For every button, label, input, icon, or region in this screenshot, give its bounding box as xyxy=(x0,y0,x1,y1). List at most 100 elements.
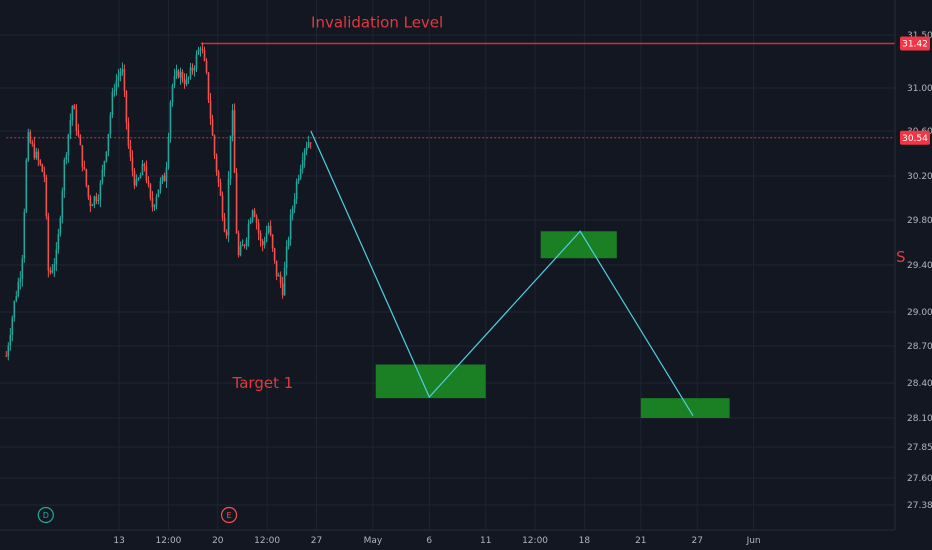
x-tick-label: 11 xyxy=(480,536,491,546)
candle-body xyxy=(105,151,108,162)
candle-body xyxy=(11,317,14,336)
candle-body xyxy=(301,160,304,169)
candle-body xyxy=(245,239,248,247)
annotation-text: Invalidation Level xyxy=(311,13,443,31)
candle-body xyxy=(81,145,84,168)
candle-body xyxy=(215,155,218,172)
candle-body xyxy=(121,69,124,72)
candle-body xyxy=(223,217,226,232)
x-tick-label: 12:00 xyxy=(254,536,280,546)
candle-body xyxy=(157,189,160,197)
candle-body xyxy=(5,355,8,357)
candle-body xyxy=(211,118,214,136)
candle-body xyxy=(229,135,232,179)
candle-body xyxy=(305,147,308,151)
candle-body xyxy=(247,223,250,240)
candle-body xyxy=(183,80,186,85)
y-tick-label: 29.40 xyxy=(907,261,932,271)
candle-body xyxy=(217,171,220,183)
candle-body xyxy=(15,296,18,302)
candle-body xyxy=(237,233,240,256)
candle-body xyxy=(297,178,300,182)
candle-body xyxy=(149,184,152,198)
y-tick-label: 27.38 xyxy=(907,501,932,511)
candle-body xyxy=(45,177,48,217)
target-zones xyxy=(375,231,730,418)
annotations: Invalidation Level Target 1 xyxy=(232,13,444,392)
candle-body xyxy=(97,200,100,202)
candle-body xyxy=(49,270,52,273)
candle-body xyxy=(295,181,298,200)
event-marker[interactable] xyxy=(37,506,54,524)
candle-body xyxy=(47,216,50,271)
candle-body xyxy=(185,78,188,85)
candle-body xyxy=(89,197,92,207)
candle-body xyxy=(197,49,200,55)
projection-path xyxy=(310,130,694,416)
candle-body xyxy=(153,205,156,208)
price-badge xyxy=(900,36,930,51)
candle-body xyxy=(241,244,244,247)
projection-line[interactable] xyxy=(310,130,694,416)
price-badge-label: 31.42 xyxy=(902,39,928,49)
price-badge-label: 30.54 xyxy=(902,134,928,144)
candle-body xyxy=(175,70,178,76)
candle-body xyxy=(123,69,126,91)
candle-body xyxy=(205,60,208,73)
target-zone[interactable] xyxy=(375,364,486,399)
x-tick-label: 12:00 xyxy=(522,536,548,546)
candlestick-series xyxy=(5,42,312,361)
candle-body xyxy=(199,49,202,51)
candle-body xyxy=(259,233,262,241)
candle-body xyxy=(165,167,168,182)
candle-body xyxy=(87,185,90,198)
candle-body xyxy=(93,196,96,206)
candle-body xyxy=(127,122,130,146)
candle-body xyxy=(289,214,292,239)
time-axis[interactable]: 13 12:00 20 12:00 27 May 6 11 12:00 18 21 27 Jun xyxy=(0,529,895,546)
x-tick-label: 20 xyxy=(212,536,224,546)
candle-body xyxy=(161,175,164,181)
candle-body xyxy=(41,164,44,172)
y-tick-label: 29.80 xyxy=(907,216,932,226)
x-tick-label: 21 xyxy=(635,536,646,546)
candle-body xyxy=(265,232,268,242)
x-tick-label: 27 xyxy=(691,536,702,546)
candle-body xyxy=(119,71,122,77)
y-tick-label: 30.20 xyxy=(907,172,932,182)
candle-body xyxy=(299,168,302,179)
candle-body xyxy=(269,225,272,235)
candle-body xyxy=(113,90,116,92)
candle-body xyxy=(115,80,118,91)
candle-body xyxy=(271,234,274,249)
candle-body xyxy=(163,175,166,182)
candle-body xyxy=(193,68,196,71)
candle-body xyxy=(143,163,146,167)
candle-body xyxy=(61,190,64,219)
candle-body xyxy=(43,171,46,178)
candle-body xyxy=(145,166,148,181)
candle-body xyxy=(281,283,284,296)
x-tick-label: May xyxy=(364,536,383,546)
candle-body xyxy=(235,172,238,234)
target-zone[interactable] xyxy=(640,398,730,418)
event-marker-label: D xyxy=(43,511,49,520)
candle-body xyxy=(33,144,36,158)
candle-body xyxy=(133,170,136,186)
x-tick-label: 13 xyxy=(113,536,124,546)
candle-body xyxy=(7,345,10,357)
candle-body xyxy=(179,71,182,78)
candle-body xyxy=(225,231,228,236)
candle-body xyxy=(285,246,288,268)
target-zone[interactable] xyxy=(540,231,617,259)
candle-body xyxy=(189,67,192,78)
y-tick-label: 28.70 xyxy=(907,342,932,352)
candle-body xyxy=(275,260,278,277)
candle-body xyxy=(141,163,144,176)
candle-body xyxy=(307,142,310,148)
event-marker[interactable] xyxy=(220,506,238,524)
candle-body xyxy=(257,223,260,234)
candle-body xyxy=(227,178,230,236)
candle-body xyxy=(109,114,112,134)
